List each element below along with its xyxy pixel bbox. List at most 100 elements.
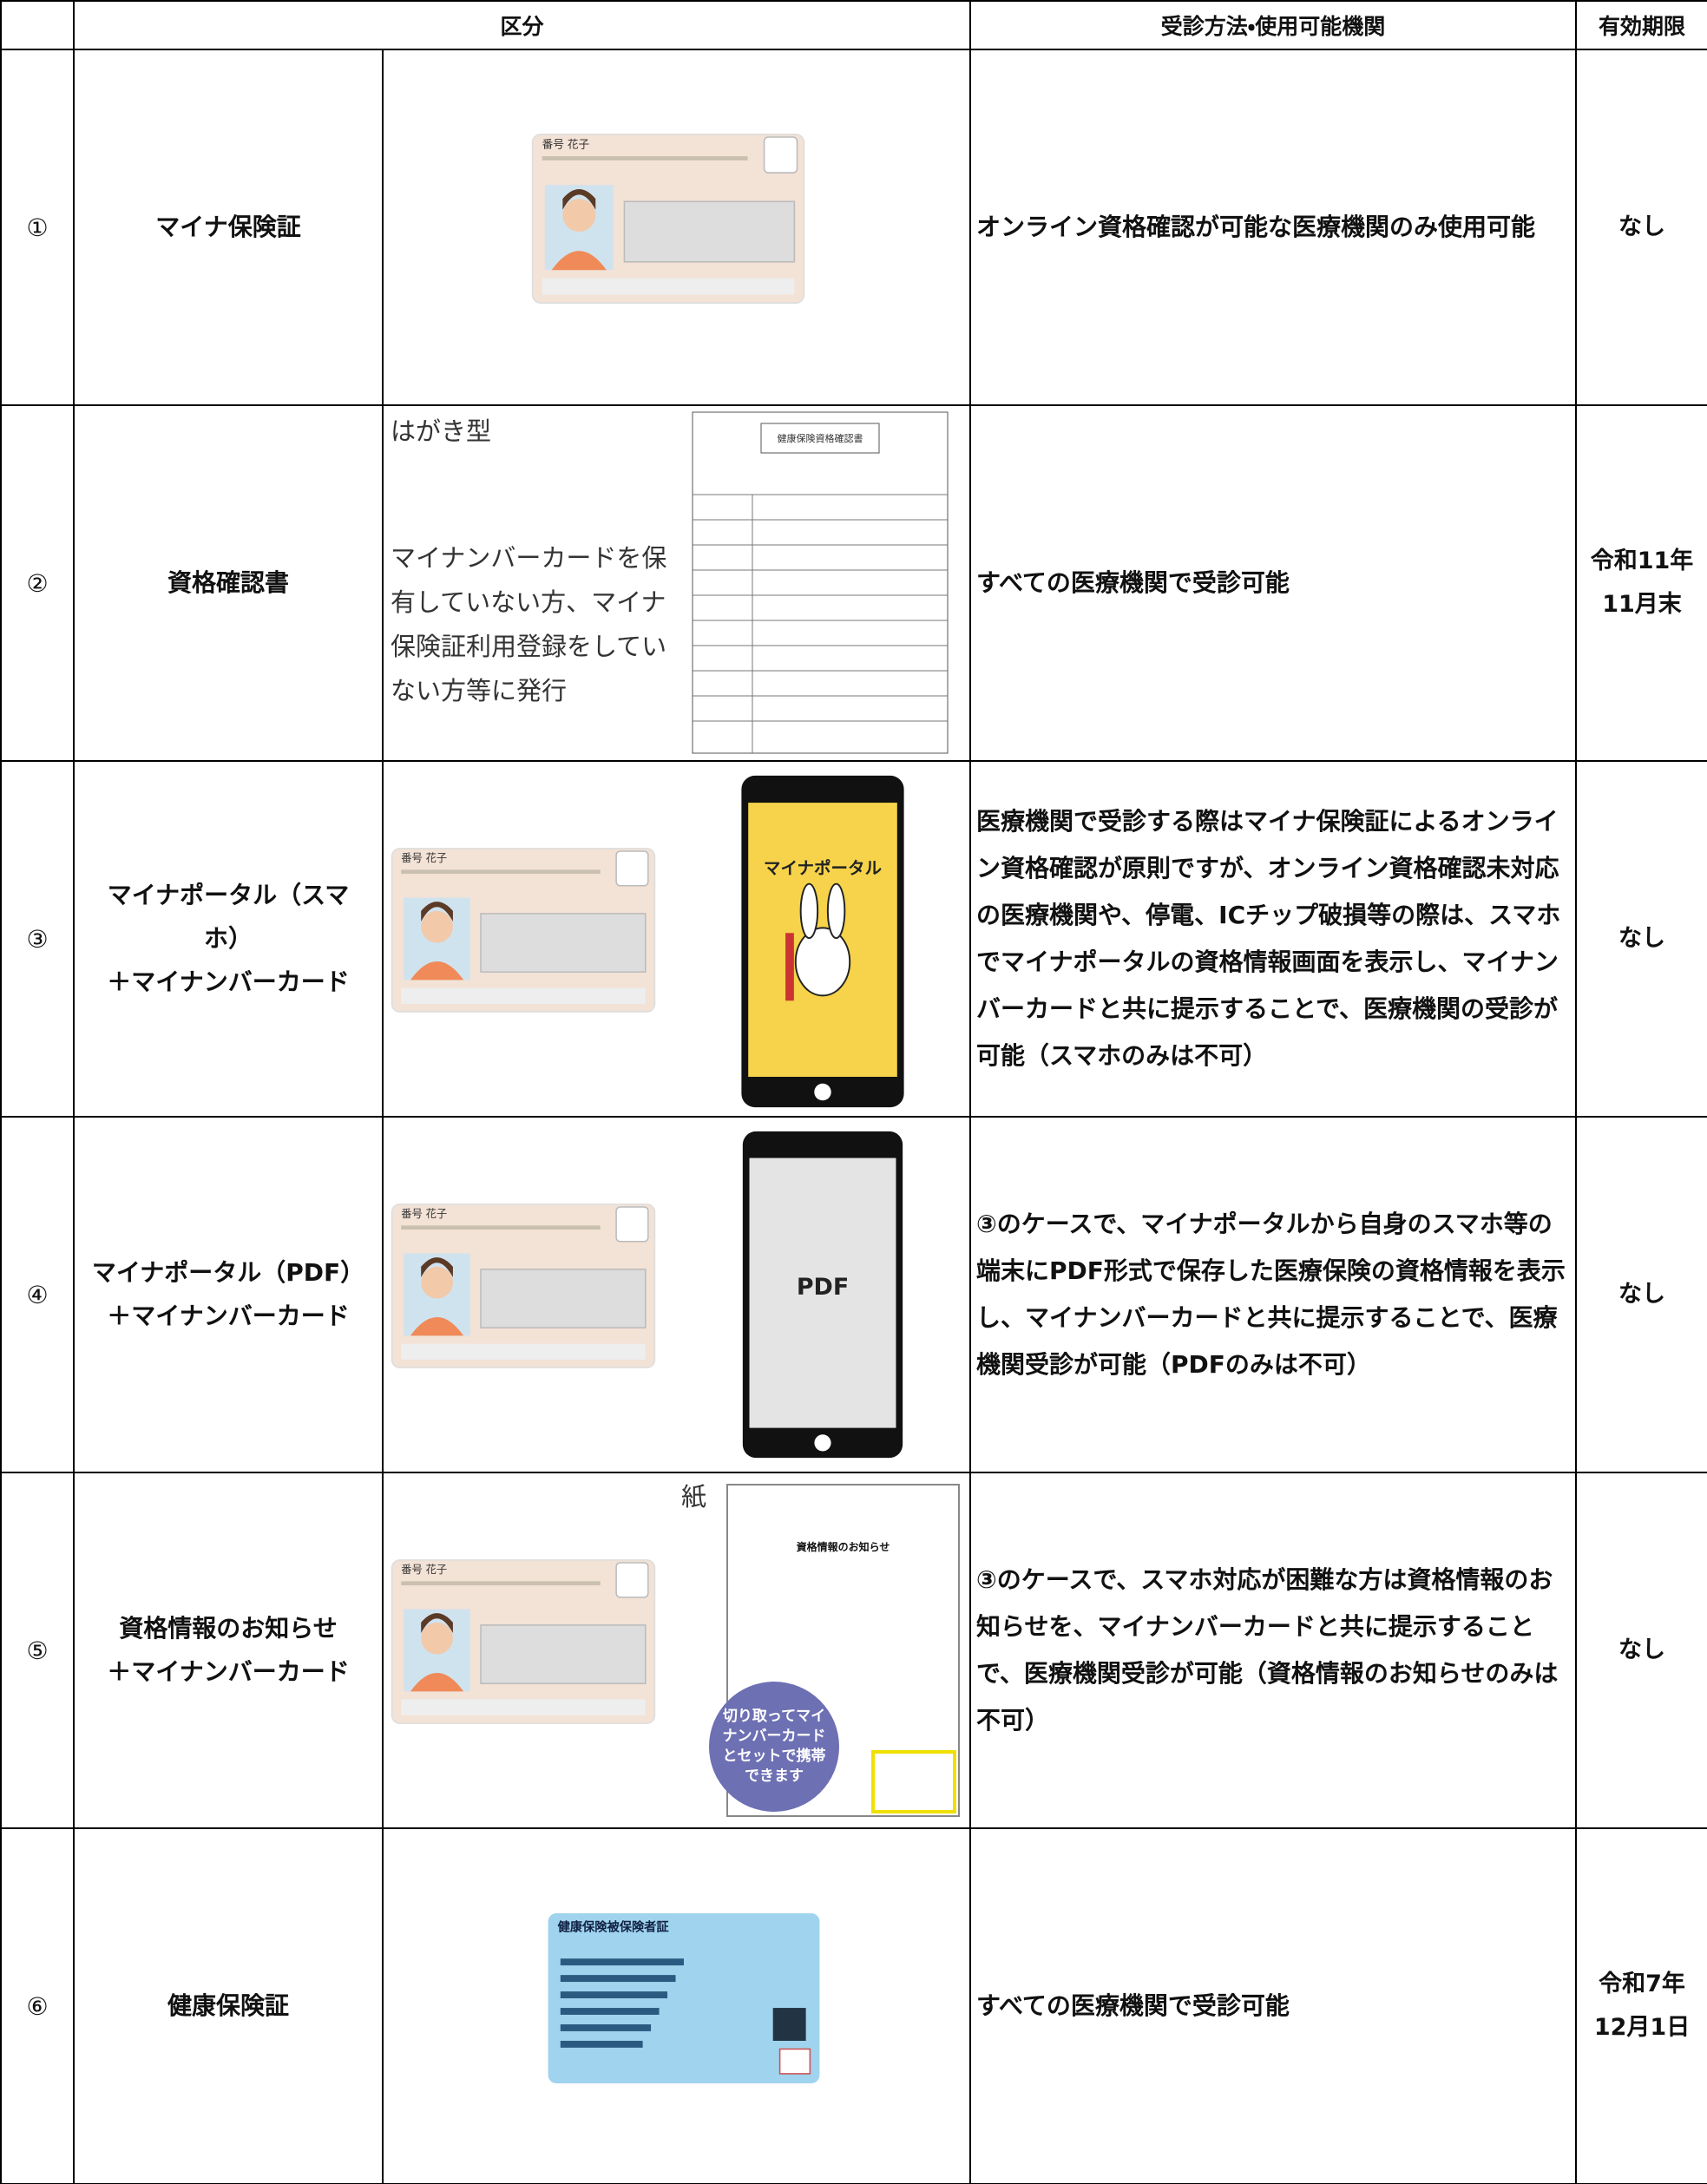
table-row: ① マイナ保険証 番号 花子 オンライン資格確認が可能な医療機関のみ使用可能 な… (0, 49, 1707, 406)
row-number: ③ (0, 760, 75, 1118)
form-image: 健康保険資格確認書 (692, 411, 949, 754)
row-number: ① (0, 49, 75, 406)
notice-title: 資格情報のお知らせ (796, 1541, 890, 1553)
card-line (401, 1581, 601, 1585)
decoration: 健康保険被保険者証 (547, 1912, 821, 2089)
method-text: すべての医療機関で受診可能 (969, 1827, 1578, 2184)
table-body: ① マイナ保険証 番号 花子 オンライン資格確認が可能な医療機関のみ使用可能 な… (0, 49, 1707, 2184)
decoration: 番号 花子 (391, 1203, 656, 1373)
image-cell: 番号 花子 マイナポータル (381, 760, 972, 1118)
method-text: すべての医療機関で受診可能 (969, 404, 1578, 762)
table-row: ⑤ 資格情報のお知らせ ＋マイナンバーカード 番号 花子 紙 資格情報のお知らせ… (0, 1472, 1707, 1829)
card-line (560, 2024, 652, 2031)
category-name: 資格確認書 (73, 404, 384, 762)
card-name: 番号 花子 (401, 1564, 447, 1576)
image-cell: 番号 花子 PDF (381, 1116, 972, 1473)
header-row: 区分 受診方法・使用可能機関 有効期限 (0, 0, 1707, 50)
card-field (480, 1269, 647, 1328)
card-line (560, 1975, 676, 1983)
hagaki-note: マイナンバーカードを保有していない方、マイナ保険証利用登録をしていない方等に発行 (391, 543, 667, 705)
card-line (401, 1225, 601, 1230)
expiry: なし (1575, 760, 1707, 1118)
phone-label: マイナポータル (764, 858, 883, 878)
expiry: なし (1575, 1116, 1707, 1473)
decoration: 番号 花子 (531, 133, 805, 308)
image-cell: はがき型 マイナンバーカードを保有していない方、マイナ保険証利用登録をしていない… (381, 404, 972, 762)
card-footer (401, 987, 646, 1004)
card-name: 番号 花子 (542, 138, 590, 151)
qr-code (772, 2008, 806, 2041)
card-body-shape (410, 1316, 464, 1336)
expiry: 令和7年 12月1日 (1575, 1827, 1707, 2184)
card-logo (615, 850, 649, 887)
card-line (542, 156, 748, 161)
method-text: 医療機関で受診する際はマイナ保険証によるオンライン資格確認が原則ですが、オンライ… (969, 760, 1578, 1118)
image-cell: 番号 花子 (381, 49, 972, 406)
card-line (560, 2008, 660, 2015)
mynumber-card: 番号 花子 (391, 848, 656, 1013)
card-field (623, 200, 796, 263)
health-card: 健康保険被保険者証 (548, 1913, 820, 2083)
method-text: ③のケースで、マイナポータルから自身のスマホ等の端末にPDF形式で保存した医療保… (969, 1116, 1578, 1473)
card-logo (763, 136, 798, 174)
card-body-shape (551, 251, 607, 271)
card-footer (401, 1343, 646, 1360)
portal-phone: マイナポータル (741, 775, 904, 1108)
decoration: PDF (739, 1128, 906, 1465)
mascot-ear (826, 882, 846, 940)
header-cell: 有効期限 (1575, 0, 1707, 50)
decoration: 健康保険資格確認書 (692, 411, 949, 758)
category-name: マイナ保険証 (73, 49, 384, 406)
decoration: 番号 花子 (391, 1558, 656, 1728)
header-cell: 区分 (72, 0, 972, 50)
card-footer (401, 1699, 646, 1715)
card-face (421, 1622, 453, 1655)
expiry: なし (1575, 1472, 1707, 1829)
card-name: 番号 花子 (401, 1208, 447, 1220)
card-line (401, 869, 601, 874)
category-name: 資格情報のお知らせ ＋マイナンバーカード (73, 1472, 384, 1829)
table-row: ③ マイナポータル（スマホ） ＋マイナンバーカード 番号 花子 マイナポータル … (0, 760, 1707, 1118)
method-text: ③のケースで、スマホ対応が困難な方は資格情報のお知らせを、マイナンバーカードと共… (969, 1472, 1578, 1829)
row-number: ④ (0, 1116, 75, 1473)
expiry: なし (1575, 49, 1707, 406)
paper-label: 紙 (681, 1482, 707, 1512)
decoration: 区分 受診方法・使用可能機関 有効期限 (0, 0, 1707, 50)
bubble: 切り取ってマイナンバーカードとセットで携帯できます (709, 1682, 839, 1812)
phone-label: PDF (797, 1274, 849, 1301)
card-face (421, 910, 453, 943)
form-title: 健康保険資格確認書 (778, 432, 863, 444)
card-footer (542, 278, 795, 295)
card-body-shape (410, 961, 464, 981)
card-line (560, 1958, 684, 1966)
table-row: ⑥ 健康保険証 健康保険被保険者証 すべての医療機関で受診可能 令和7年 12月… (0, 1827, 1707, 2184)
card-hair (421, 1613, 453, 1634)
hagaki-label: はがき型 (391, 416, 492, 446)
header-cell (0, 0, 75, 50)
image-cell: 健康保険被保険者証 (381, 1827, 972, 2184)
category-name: マイナポータル（PDF） ＋マイナンバーカード (73, 1116, 384, 1473)
table-row: ④ マイナポータル（PDF） ＋マイナンバーカード 番号 花子 PDF ③のケー… (0, 1116, 1707, 1473)
card-line (560, 2040, 643, 2048)
card-body-shape (410, 1672, 464, 1692)
category-name: マイナポータル（スマホ） ＋マイナンバーカード (73, 760, 384, 1118)
header-cell: 受診方法・使用可能機関 (969, 0, 1578, 50)
mascot-ear (799, 882, 819, 940)
mynumber-card: 番号 花子 (391, 1203, 656, 1368)
card-face (562, 199, 596, 233)
card-hair (421, 1257, 453, 1278)
phone-button (814, 1083, 831, 1101)
health-mark (778, 2048, 811, 2075)
row-number: ⑥ (0, 1827, 75, 2184)
phone-screen (749, 1158, 896, 1428)
card-body (548, 1913, 820, 2083)
table-row: ② 資格確認書 はがき型 マイナンバーカードを保有していない方、マイナ保険証利用… (0, 404, 1707, 762)
card-line (560, 1991, 668, 1998)
card-name: 番号 花子 (401, 852, 447, 864)
mynumber-card: 番号 花子 (531, 134, 805, 304)
decoration: マイナポータル (738, 772, 908, 1114)
phone-button (814, 1434, 831, 1452)
health-card-title: 健康保険被保険者証 (557, 1919, 669, 1935)
